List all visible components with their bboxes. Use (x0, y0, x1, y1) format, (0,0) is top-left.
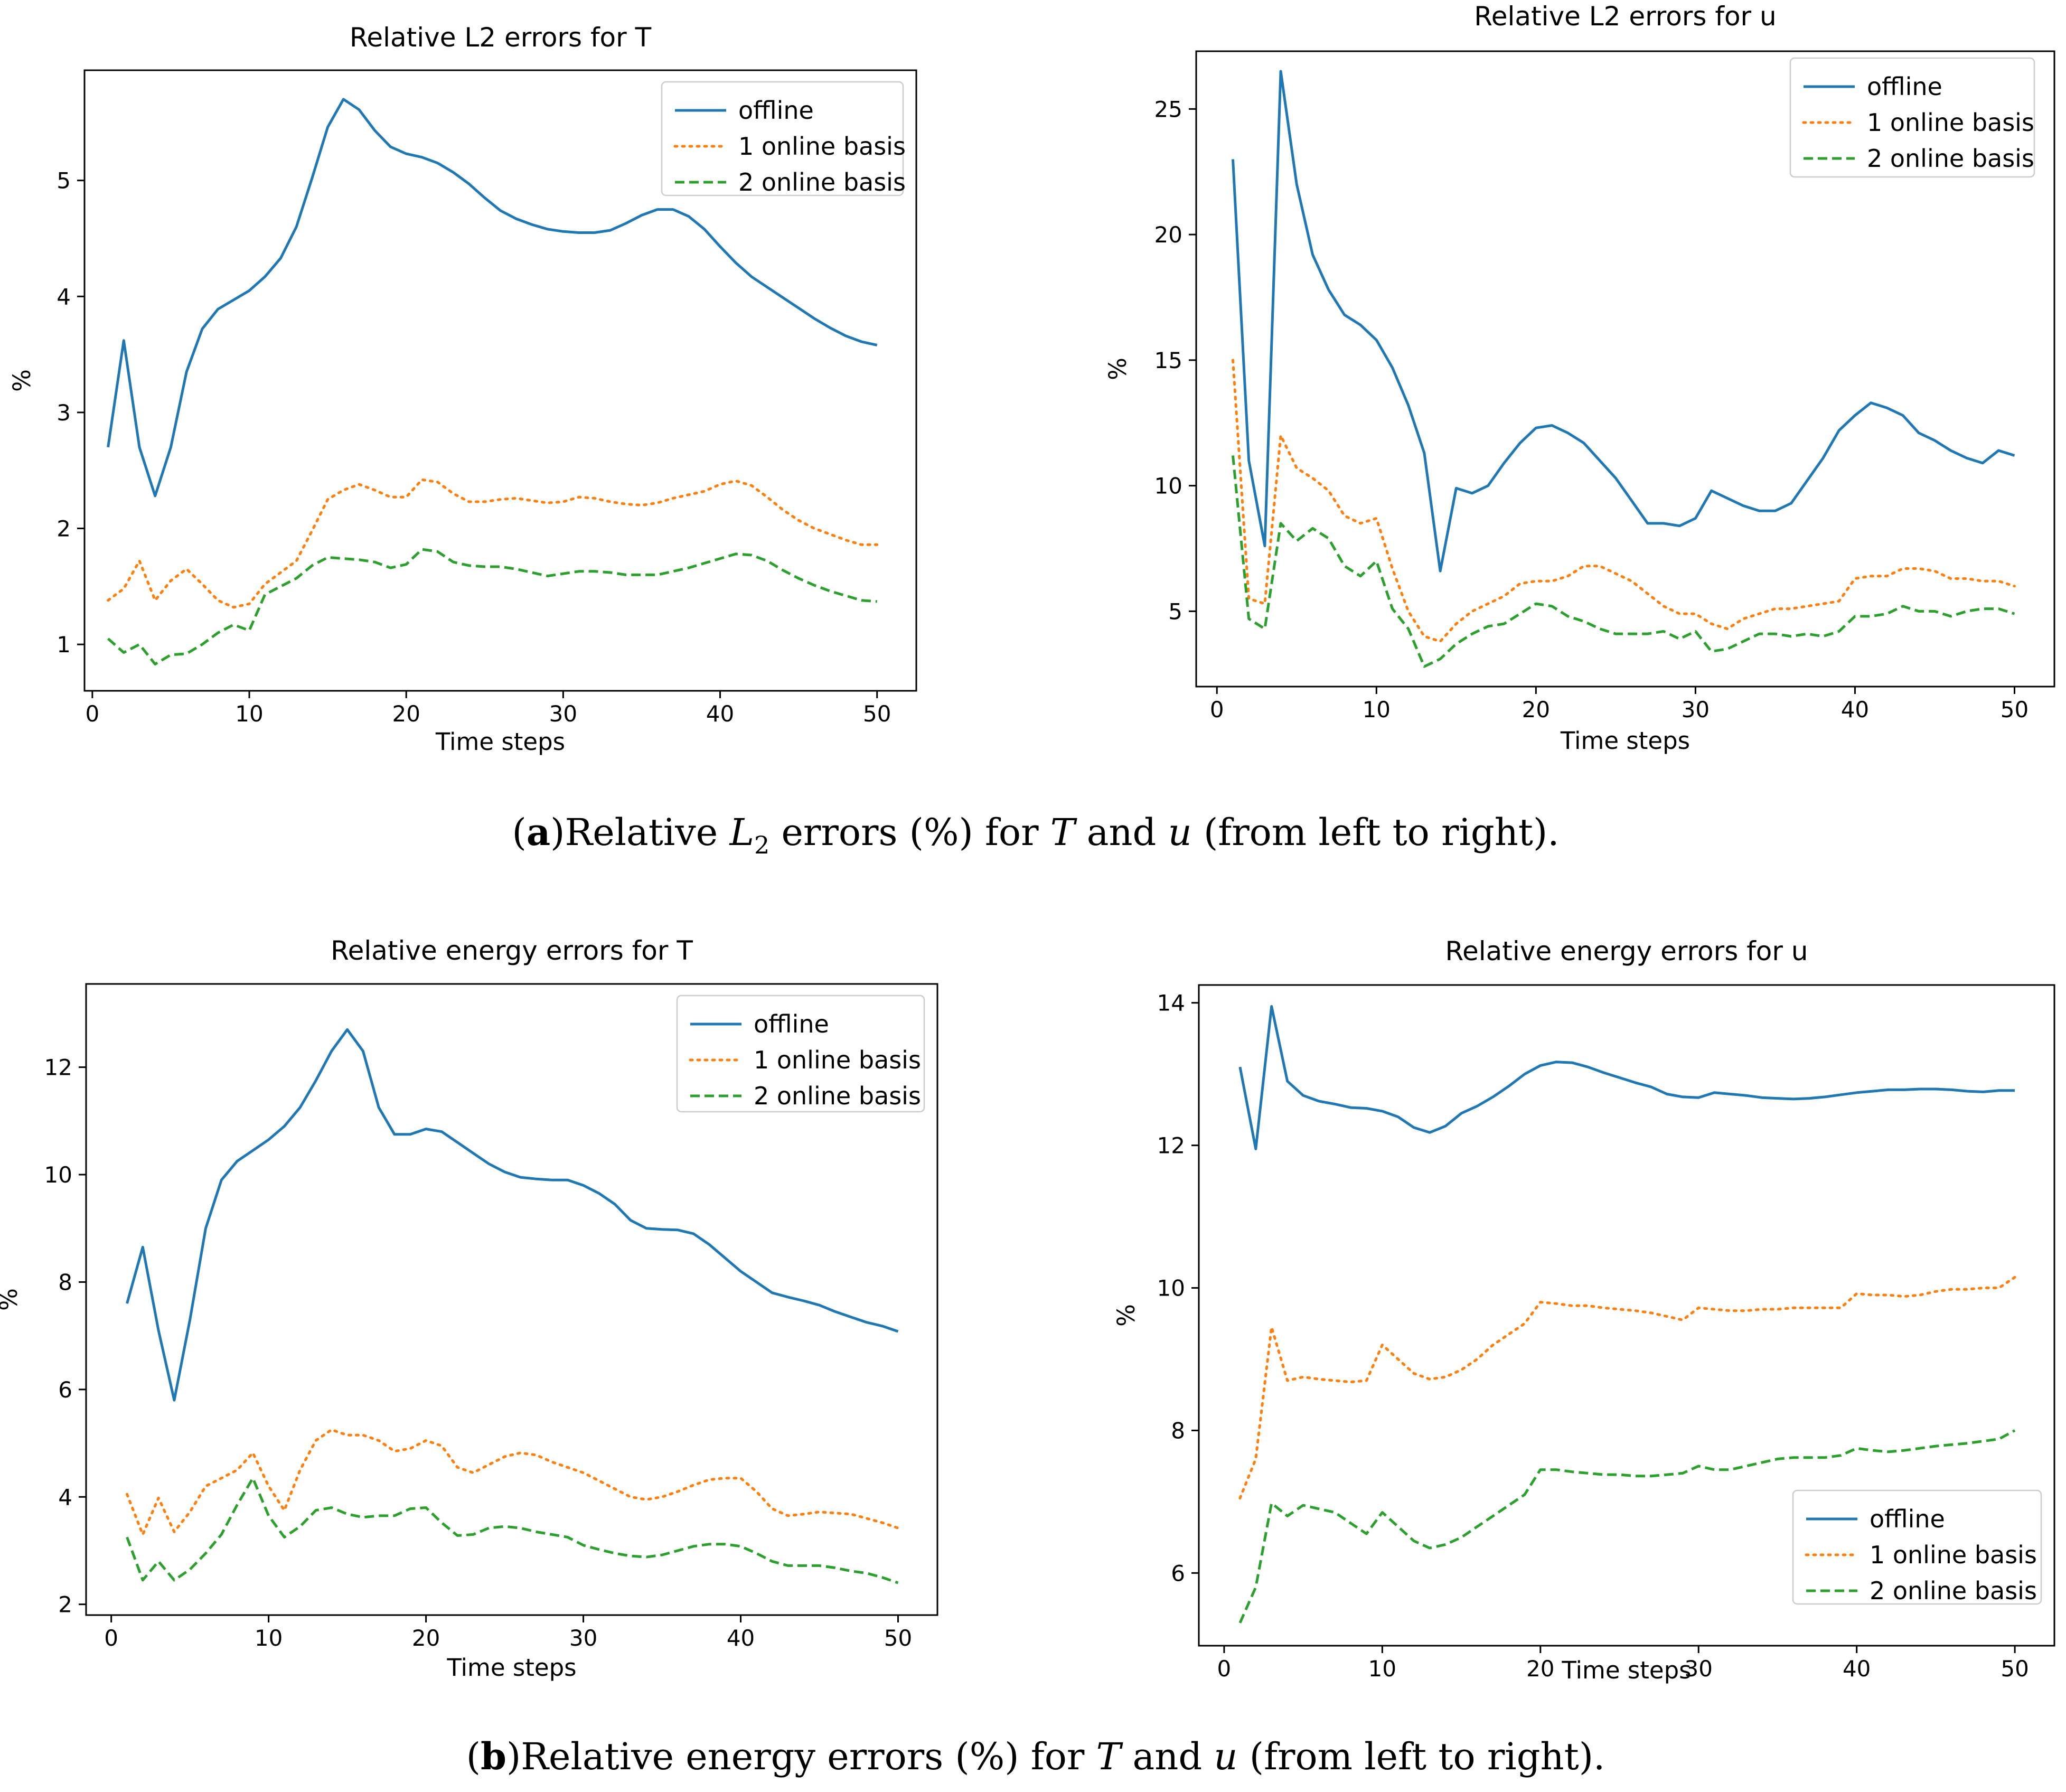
x-tick-label: 40 (706, 701, 734, 727)
y-tick-label: 6 (1171, 1560, 1185, 1586)
y-tick-label: 15 (1154, 348, 1182, 373)
legend: offline 1 online basis 2 online basis (661, 81, 906, 196)
y-tick-label: 10 (1157, 1275, 1185, 1301)
legend-label-2-online-basis: 2 online basis (738, 168, 906, 196)
x-tick-label: 0 (1210, 697, 1224, 723)
y-tick-label: 3 (57, 400, 71, 426)
y-tick-label: 2 (57, 516, 71, 542)
legend-label-offline: offline (738, 96, 814, 125)
series-line-2-online-basis (107, 548, 877, 665)
series-line-1-online-basis (107, 478, 879, 609)
legend-label-offline: offline (1870, 1505, 1945, 1533)
y-tick-label: 6 (58, 1377, 72, 1403)
y-tick-label: 4 (58, 1484, 72, 1510)
y-tick-label: 10 (44, 1162, 72, 1188)
caption-a: (a)Relative L2 errors (%) for T and u (f… (512, 810, 1560, 859)
chart-title: Relative energy errors for u (1445, 936, 1808, 967)
x-tick-label: 40 (1843, 1656, 1871, 1682)
y-tick-label: 14 (1157, 990, 1185, 1016)
x-tick-label: 0 (85, 701, 99, 727)
plot-frame (1198, 984, 2055, 1647)
caption-b: (b)Relative energy errors (%) for T and … (466, 1734, 1605, 1778)
series-line-offline (1238, 1005, 2015, 1150)
y-tick-label: 4 (57, 284, 71, 309)
x-tick-label: 30 (549, 701, 577, 727)
series-line-offline (107, 98, 878, 498)
y-tick-label: 12 (44, 1055, 72, 1081)
chart-energy-u: 0 10 20 30 40 50 6 8 10 12 14 Relative energy error… (1112, 936, 2055, 1684)
x-tick-label: 10 (1368, 1656, 1396, 1682)
y-axis-label: % (1112, 1304, 1140, 1327)
chart-title: Relative L2 errors for u (1474, 1, 1776, 32)
series-line-1-online-basis (1238, 1275, 2016, 1500)
x-tick-label: 50 (884, 1625, 912, 1651)
chart-title: Relative energy errors for T (331, 935, 693, 966)
y-tick-label: 1 (57, 632, 71, 658)
y-tick-label: 8 (58, 1269, 72, 1295)
legend-label-2-online-basis: 2 online basis (1867, 144, 2034, 173)
x-axis-label: Time steps (435, 728, 565, 756)
series-line-2-online-basis (1238, 1429, 2016, 1624)
x-tick-label: 30 (1682, 697, 1710, 723)
x-tick-label: 50 (863, 701, 891, 727)
series-line-2-online-basis (126, 1477, 899, 1584)
chart-l2-u: 0 10 20 30 40 50 5 10 15 20 25 Relative L2 errors f… (1104, 1, 2055, 755)
y-tick-label: 10 (1154, 473, 1182, 499)
legend: offline 1 online basis 2 online basis (676, 994, 925, 1113)
x-tick-label: 0 (1217, 1656, 1232, 1682)
x-tick-label: 10 (235, 701, 263, 727)
legend-label-1-online-basis: 1 online basis (1870, 1541, 2037, 1569)
legend-label-1-online-basis: 1 online basis (738, 132, 906, 161)
legend-label-offline: offline (754, 1010, 829, 1038)
x-tick-label: 30 (1685, 1656, 1713, 1682)
y-tick-label: 5 (57, 168, 71, 194)
x-tick-label: 20 (392, 701, 420, 727)
y-tick-label: 2 (58, 1592, 72, 1618)
y-tick-label: 5 (1168, 598, 1182, 624)
plot-frame (83, 69, 917, 692)
series-line-offline (1232, 70, 2015, 573)
x-tick-label: 0 (104, 1625, 118, 1651)
x-axis-label: Time steps (1560, 727, 1690, 755)
x-tick-label: 10 (255, 1625, 283, 1651)
plot-frame (1195, 50, 2055, 688)
legend-label-2-online-basis: 2 online basis (1870, 1577, 2037, 1605)
x-tick-label: 20 (412, 1625, 440, 1651)
x-tick-label: 50 (2001, 1656, 2029, 1682)
legend-label-1-online-basis: 1 online basis (754, 1046, 921, 1074)
y-tick-label: 20 (1154, 222, 1182, 248)
y-axis-label: % (0, 1288, 23, 1311)
x-tick-label: 50 (2001, 697, 2029, 723)
legend: offline 1 online basis 2 online basis (1792, 1489, 2042, 1605)
legend-label-1-online-basis: 1 online basis (1867, 108, 2034, 137)
chart-energy-T: 0 10 20 30 40 50 2 4 6 8 10 12 Relative energy error… (0, 935, 938, 1682)
x-axis-label: Time steps (446, 1654, 576, 1682)
chart-l2-T: 0 10 20 30 40 50 1 2 3 4 5 Relative L2 errors for T… (8, 22, 917, 756)
legend-label-2-online-basis: 2 online basis (754, 1082, 921, 1110)
series-line-2-online-basis (1232, 455, 2015, 668)
x-tick-label: 20 (1526, 1656, 1554, 1682)
y-axis-label: % (8, 369, 36, 392)
chart-title: Relative L2 errors for T (350, 22, 652, 53)
series-line-1-online-basis (126, 1428, 899, 1536)
series-line-offline (126, 1028, 899, 1402)
x-tick-label: 40 (1841, 697, 1869, 723)
x-tick-label: 40 (727, 1625, 755, 1651)
x-axis-label: Time steps (1561, 1656, 1691, 1684)
y-axis-label: % (1104, 358, 1132, 380)
x-tick-label: 20 (1522, 697, 1550, 723)
legend-label-offline: offline (1867, 72, 1942, 101)
x-tick-label: 30 (569, 1625, 597, 1651)
y-tick-label: 12 (1157, 1133, 1185, 1159)
y-tick-label: 25 (1154, 96, 1182, 122)
legend: offline 1 online basis 2 online basis (1789, 57, 2035, 178)
y-tick-label: 8 (1171, 1418, 1185, 1443)
x-tick-label: 10 (1363, 697, 1391, 723)
series-line-1-online-basis (1232, 359, 2016, 643)
plot-frame (85, 983, 938, 1616)
